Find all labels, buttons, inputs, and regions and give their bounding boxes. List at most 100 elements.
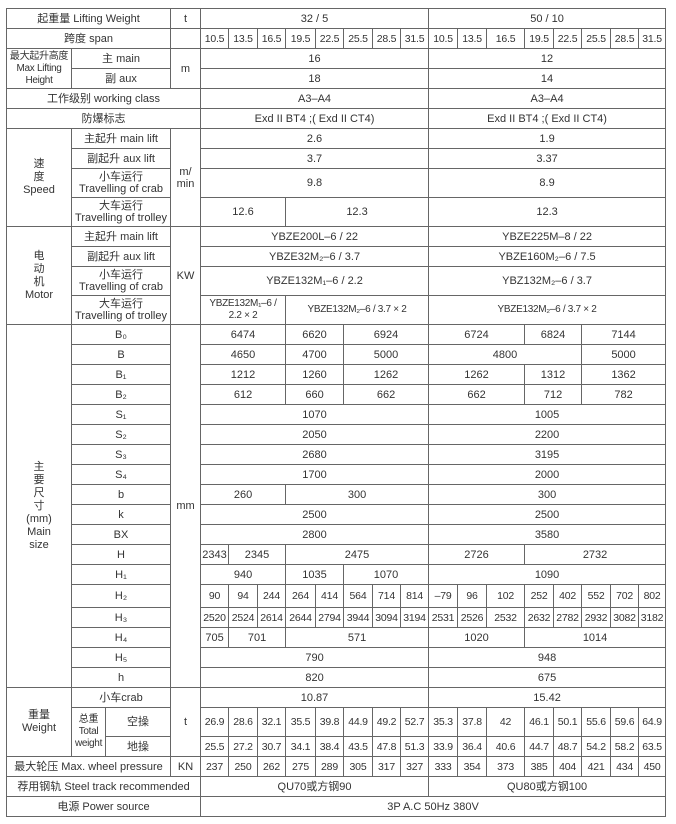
- value-cell: 3P A.C 50Hz 380V: [200, 796, 667, 817]
- value-cell: 2343: [200, 544, 230, 565]
- row-label: 小车运行 Travelling of crab: [70, 168, 172, 198]
- value-cell: 33.9: [428, 736, 459, 757]
- value-cell: 2524: [228, 607, 259, 628]
- power-source-label: 电源 Power source: [5, 796, 202, 817]
- value-cell: 2614: [257, 607, 287, 628]
- lifting-weight-label: 起重量 Lifting Weight: [5, 8, 172, 29]
- value-cell: 5000: [343, 344, 430, 365]
- value-cell: Exd II BT4 ;( Exd II CT4): [428, 108, 667, 129]
- unit-cell: m/ min: [170, 128, 202, 227]
- value-cell: 305: [343, 756, 374, 777]
- value-cell: 35.5: [285, 707, 317, 737]
- value-cell: 701: [228, 627, 287, 648]
- main-size-row: B 4650 4700 5000 4800 5000: [7, 344, 667, 365]
- main-size-row: H₃ 2520 2524 2614 2644 2794 3944 3094 3194 2531 25…: [7, 607, 667, 628]
- value-cell: YBZE200L–6 / 22: [200, 226, 430, 247]
- value-cell: 1070: [343, 564, 430, 585]
- value-cell: QU80或方钢100: [428, 776, 667, 797]
- value-cell: 102: [486, 584, 526, 608]
- row-label: H: [70, 544, 172, 565]
- row-label: H₄: [70, 627, 172, 648]
- weight-crab: 重量 Weight 小车crab t 10.87 15.42: [6, 687, 667, 757]
- value-cell: 3094: [372, 607, 402, 628]
- value-cell: 1700: [200, 464, 430, 485]
- row-explosion-mark: 防爆标志 Exd II BT4 ;( Exd II CT4) Exd II BT4 …: [5, 108, 667, 129]
- motor-crab: 小车运行 Travelling of crab YBZE132M₁–6 / 2.2…: [7, 266, 667, 296]
- value-cell: 714: [372, 584, 402, 608]
- value-cell: 43.5: [343, 736, 374, 757]
- row-label: 大车运行 Travelling of trolley: [70, 295, 172, 325]
- value-cell: 39.8: [315, 707, 345, 737]
- row-label: 主 main: [70, 48, 172, 69]
- row-label: 副 aux: [70, 68, 172, 89]
- unit-cell: [170, 28, 202, 49]
- value-cell: 2000: [428, 464, 667, 485]
- row-label: 主起升 main lift: [70, 226, 172, 247]
- row-label: 大车运行 Travelling of trolley: [70, 197, 172, 227]
- value-cell: 44.7: [524, 736, 555, 757]
- value-cell: 434: [610, 756, 640, 777]
- row-label: 地操: [104, 736, 172, 757]
- value-cell: 28.5: [372, 28, 402, 49]
- value-cell: 14: [428, 68, 667, 89]
- row-label: B₂: [70, 384, 172, 405]
- working-class-label: 工作级别 working class: [5, 88, 202, 109]
- value-cell: 450: [638, 756, 667, 777]
- value-cell: 9.8: [200, 168, 430, 198]
- value-cell: 385: [524, 756, 555, 777]
- value-cell: 662: [428, 384, 526, 405]
- value-cell: 300: [285, 484, 430, 505]
- value-cell: 702: [610, 584, 640, 608]
- value-cell: 28.5: [610, 28, 640, 49]
- value-cell: 264: [285, 584, 317, 608]
- value-cell: 6620: [285, 324, 345, 345]
- value-cell: 552: [581, 584, 612, 608]
- value-cell: 63.5: [638, 736, 667, 757]
- value-cell: 3944: [343, 607, 374, 628]
- unit-cell: mm: [170, 324, 202, 688]
- value-cell: 782: [581, 384, 667, 405]
- value-cell: 421: [581, 756, 612, 777]
- row-lifting-weight: 起重量 Lifting Weight t 32 / 5 50 / 10: [5, 8, 667, 29]
- value-cell: 19.5: [524, 28, 555, 49]
- value-cell: 2500: [200, 504, 430, 525]
- main-size-row: h 820 675: [7, 667, 667, 688]
- value-cell: 58.2: [610, 736, 640, 757]
- row-label: B₁: [70, 364, 172, 385]
- value-cell: 5000: [581, 344, 667, 365]
- value-cell: 55.6: [581, 707, 612, 737]
- value-cell: 28.6: [228, 707, 259, 737]
- value-cell: 2800: [200, 524, 430, 545]
- unit-cell: KW: [170, 226, 202, 325]
- spec-table-body: 起重量 Lifting Weight t 32 / 5 50 / 10 跨度 span 1…: [5, 8, 667, 817]
- value-cell: 660: [285, 384, 345, 405]
- value-cell: 1020: [428, 627, 526, 648]
- value-cell: 40.6: [486, 736, 526, 757]
- value-cell: 2632: [524, 607, 555, 628]
- weight-ground: 地操 25.5 27.2 30.7 34.1 38.4 43.5 47.8 51.3 33.9 36…: [7, 736, 667, 757]
- value-cell: 15.42: [428, 687, 667, 708]
- main-size-row: B₁ 1212 1260 1262 1262 1312 1362: [7, 364, 667, 385]
- value-cell: 31.5: [400, 28, 430, 49]
- value-cell: 34.1: [285, 736, 317, 757]
- value-cell: 16: [200, 48, 430, 69]
- row-label: b: [70, 484, 172, 505]
- value-cell: 2680: [200, 444, 430, 465]
- value-cell: 12: [428, 48, 667, 69]
- value-cell: YBZE132M₁–6 / 2.2 × 2: [200, 295, 287, 325]
- value-cell: 31.5: [638, 28, 667, 49]
- value-cell: 32 / 5: [200, 8, 430, 29]
- main-size-group-label: 主 要 尺 寸 (mm) Main size: [6, 324, 72, 688]
- row-label: k: [70, 504, 172, 525]
- value-cell: A3–A4: [200, 88, 430, 109]
- value-cell: 22.5: [553, 28, 583, 49]
- main-size-row: S₃ 2680 3195: [7, 444, 667, 465]
- row-label: 副起升 aux lift: [70, 246, 172, 267]
- value-cell: YBZ132M₂–6 / 3.7: [428, 266, 667, 296]
- value-cell: 612: [200, 384, 287, 405]
- value-cell: 47.8: [372, 736, 402, 757]
- value-cell: 12.3: [428, 197, 667, 227]
- explosion-mark-label: 防爆标志: [5, 108, 202, 129]
- motor-trolley: 大车运行 Travelling of trolley YBZE132M₁–6 / …: [7, 295, 667, 325]
- row-label: 空操: [104, 707, 172, 737]
